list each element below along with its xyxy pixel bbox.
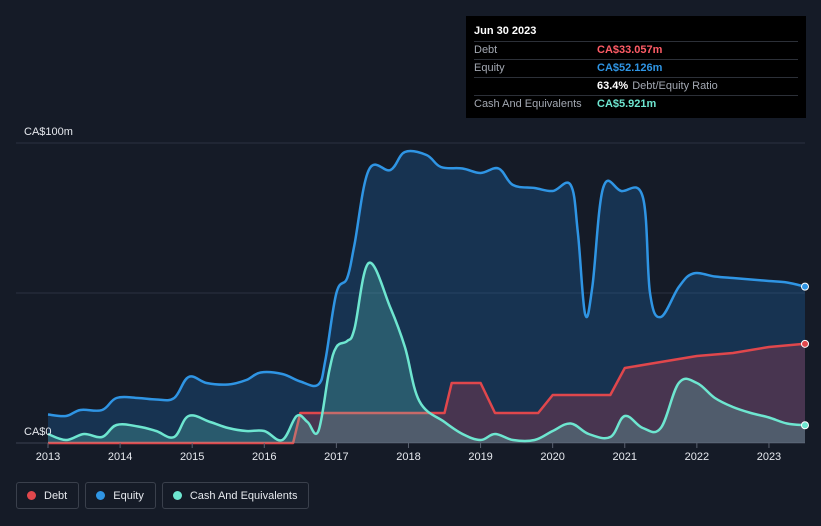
legend-item-debt[interactable]: Debt <box>16 482 80 509</box>
tooltip-row-equity: Equity CA$52.126m <box>474 59 798 77</box>
cash-line <box>47 261 806 443</box>
x-tick-label: 2018 <box>396 451 420 463</box>
x-tick-label: 2014 <box>108 451 132 463</box>
debt-area <box>48 343 805 443</box>
x-tick-label: 2013 <box>36 451 60 463</box>
tooltip-label: Cash And Equivalents <box>474 98 582 110</box>
tooltip-debt-value: CA$33.057m <box>597 44 663 56</box>
legend-item-equity[interactable]: Equity <box>85 482 156 509</box>
x-tick-label: 2015 <box>180 451 204 463</box>
equity-end-marker <box>801 282 809 291</box>
legend-label: Cash And Equivalents <box>189 489 298 502</box>
legend-dot-icon <box>172 491 182 500</box>
tooltip-label: Equity <box>474 62 505 74</box>
legend-dot-icon <box>96 491 106 500</box>
tooltip-row-debt: Debt CA$33.057m <box>474 41 798 59</box>
debt-end-marker <box>801 339 809 348</box>
equity-line <box>47 149 806 418</box>
tooltip-row-ratio: 63.4% Debt/Equity Ratio <box>474 77 798 95</box>
series-layer <box>47 149 809 445</box>
tooltip-row-cash: Cash And Equivalents CA$5.921m <box>474 95 798 113</box>
legend-label: Equity <box>113 489 144 502</box>
x-tick-label: 2016 <box>252 451 276 463</box>
x-tick-label: 2023 <box>757 451 781 463</box>
x-tick-label: 2019 <box>468 451 492 463</box>
tooltip-ratio-value: 63.4% <box>597 80 629 92</box>
x-tick-label: 2020 <box>540 451 564 463</box>
cash-end-marker <box>801 421 809 430</box>
equity-area <box>48 150 805 443</box>
tooltip-ratio-label: Debt/Equity Ratio <box>632 80 718 92</box>
x-tick-label: 2017 <box>324 451 348 463</box>
tooltip-date: Jun 30 2023 <box>474 25 537 37</box>
debt-line <box>48 342 806 445</box>
tooltip-label <box>474 78 597 95</box>
y-tick-label-bottom: CA$0 <box>24 426 52 438</box>
tooltip-cash-value: CA$5.921m <box>597 98 657 110</box>
x-tick-label: 2022 <box>685 451 709 463</box>
tooltip-panel: Jun 30 2023 Debt CA$33.057m Equity CA$52… <box>466 16 806 118</box>
x-tick-label: 2021 <box>613 451 637 463</box>
tooltip-label: Debt <box>474 44 498 56</box>
legend-item-cash[interactable]: Cash And Equivalents <box>161 482 310 509</box>
x-axis: 2013 2014 2015 2016 2017 2018 2019 2020 2021 2022… <box>36 443 781 463</box>
legend-dot-icon <box>27 491 36 500</box>
tooltip-equity-value: CA$52.126m <box>597 62 663 74</box>
legend: Debt Equity Cash And Equivalents <box>16 482 310 509</box>
legend-label: Debt <box>44 489 68 502</box>
y-tick-label-top: CA$100m <box>24 126 73 138</box>
